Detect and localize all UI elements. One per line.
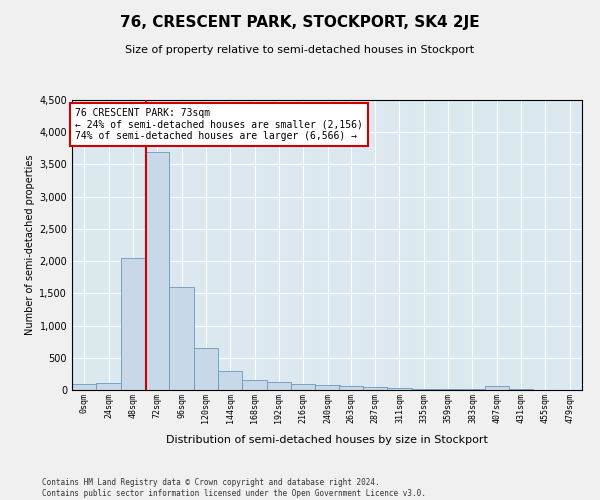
Y-axis label: Number of semi-detached properties: Number of semi-detached properties: [25, 155, 35, 336]
Bar: [339, 386, 363, 390]
Bar: [267, 382, 291, 390]
Text: Size of property relative to semi-detached houses in Stockport: Size of property relative to semi-detach…: [125, 45, 475, 55]
Text: Contains HM Land Registry data © Crown copyright and database right 2024.
Contai: Contains HM Land Registry data © Crown c…: [42, 478, 426, 498]
Bar: [218, 372, 242, 390]
Bar: [242, 380, 266, 390]
Bar: [145, 152, 169, 390]
Bar: [436, 388, 460, 390]
Bar: [194, 348, 218, 390]
Text: 76, CRESCENT PARK, STOCKPORT, SK4 2JE: 76, CRESCENT PARK, STOCKPORT, SK4 2JE: [120, 15, 480, 30]
Bar: [97, 383, 121, 390]
Text: 76 CRESCENT PARK: 73sqm
← 24% of semi-detached houses are smaller (2,156)
74% of: 76 CRESCENT PARK: 73sqm ← 24% of semi-de…: [75, 108, 363, 141]
Bar: [388, 388, 412, 390]
Bar: [72, 384, 96, 390]
Bar: [363, 388, 387, 390]
Bar: [485, 386, 509, 390]
Bar: [169, 287, 194, 390]
Bar: [316, 385, 340, 390]
Bar: [121, 258, 145, 390]
Text: Distribution of semi-detached houses by size in Stockport: Distribution of semi-detached houses by …: [166, 435, 488, 445]
Bar: [291, 384, 315, 390]
Bar: [412, 388, 436, 390]
